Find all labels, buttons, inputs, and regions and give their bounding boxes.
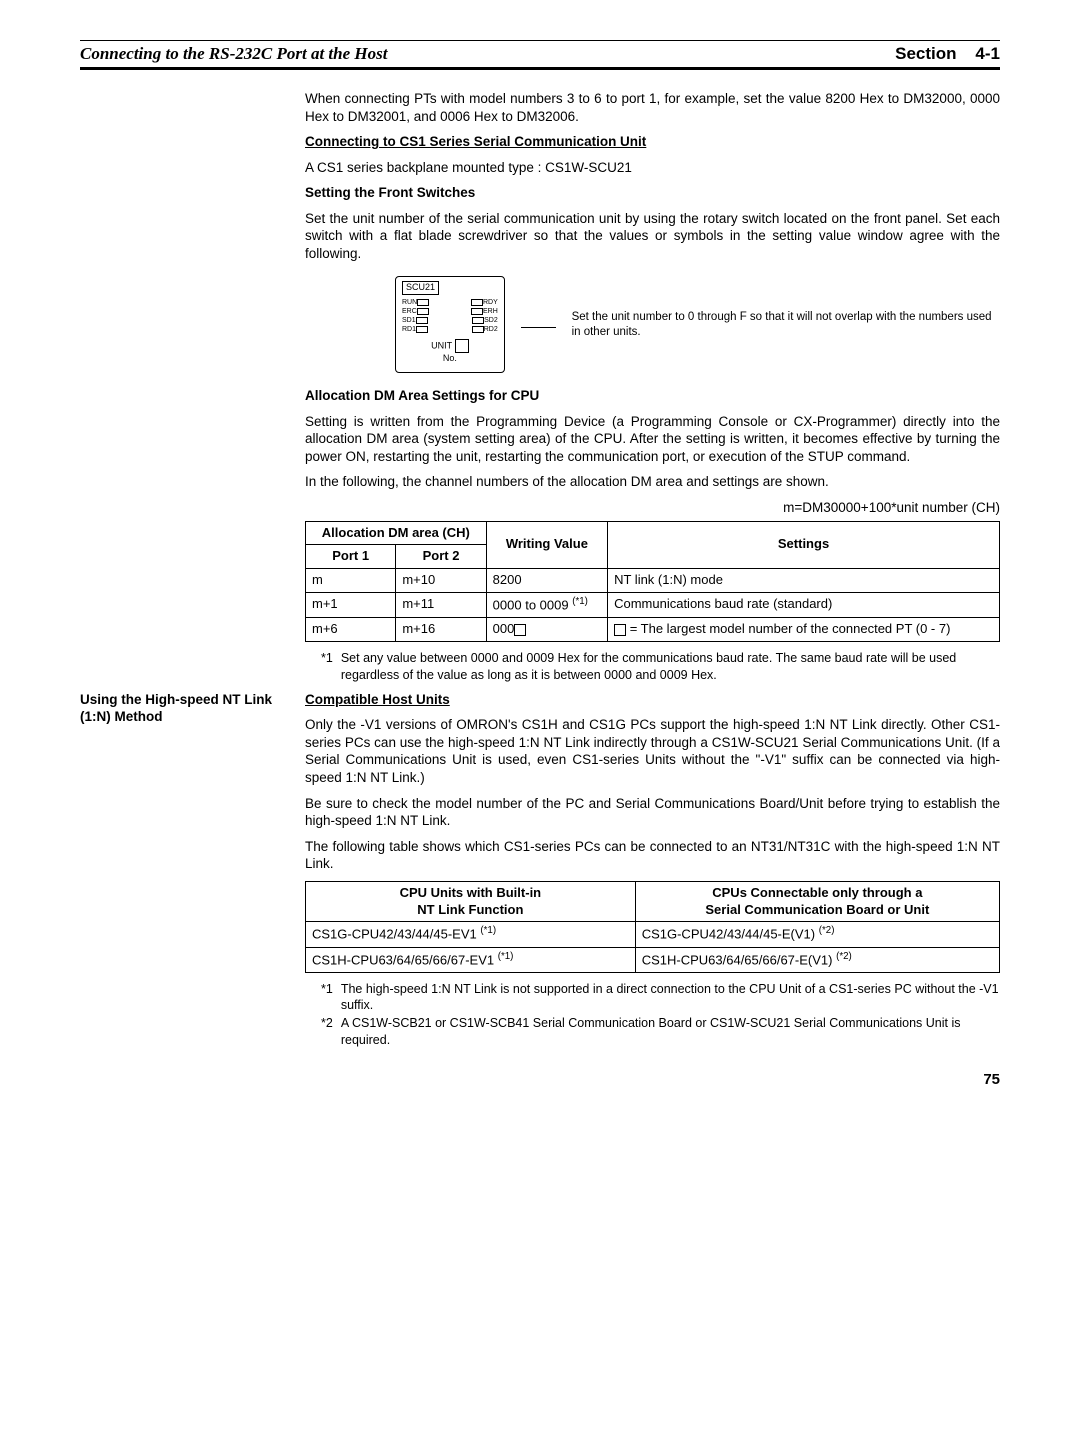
cell: 000 — [486, 618, 607, 642]
cell: CS1G-CPU42/43/44/45-EV1 (*1) — [306, 922, 636, 947]
table-row: CS1H-CPU63/64/65/66/67-EV1 (*1) CS1H-CPU… — [306, 947, 1000, 972]
compat-p3: The following table shows which CS1-seri… — [305, 838, 1000, 873]
front-switches-body: Set the unit number of the serial commun… — [305, 210, 1000, 263]
unit-diagram: SCU21 RUN RDY ERC ERH SD1 SD2 RD1 RD2 UNIT N… — [395, 276, 1000, 373]
unit-label-bottom: No. — [443, 353, 457, 363]
led-rdy: RDY — [483, 299, 498, 306]
th-builtin: CPU Units with Built-inNT Link Function — [306, 881, 636, 922]
fn-body: Set any value between 0000 and 0009 Hex … — [341, 650, 1000, 683]
section-label: Section — [895, 44, 956, 63]
th-serialboard: CPUs Connectable only through aSerial Co… — [635, 881, 999, 922]
diagram-note: Set the unit number to 0 through F so th… — [572, 310, 1000, 339]
cell: m+11 — [396, 593, 486, 618]
dm-formula: m=DM30000+100*unit number (CH) — [305, 499, 1000, 517]
cell: NT link (1:N) mode — [608, 569, 1000, 593]
led-run: RUN — [402, 299, 417, 306]
cell: 8200 — [486, 569, 607, 593]
table-row: m+6 m+16 000 = The largest model number … — [306, 618, 1000, 642]
compat-p1: Only the -V1 versions of OMRON's CS1H an… — [305, 716, 1000, 786]
fn-num: *1 — [321, 650, 333, 683]
cell: m — [306, 569, 396, 593]
rotary-dial-icon — [455, 339, 469, 353]
connector-line — [521, 327, 556, 328]
page-number: 75 — [80, 1070, 1000, 1090]
table-row: CS1G-CPU42/43/44/45-EV1 (*1) CS1G-CPU42/… — [306, 922, 1000, 947]
fn-body: The high-speed 1:N NT Link is not suppor… — [341, 981, 1000, 1014]
section-number: 4-1 — [975, 44, 1000, 63]
led-erc: ERC — [402, 308, 417, 315]
table-row: m+1 m+11 0000 to 0009 (*1) Communication… — [306, 593, 1000, 618]
heading-front-switches: Setting the Front Switches — [305, 184, 1000, 202]
scu21-box: SCU21 RUN RDY ERC ERH SD1 SD2 RD1 RD2 UNIT N… — [395, 276, 505, 373]
compatible-cpu-table: CPU Units with Built-inNT Link Function … — [305, 881, 1000, 973]
led-rd2: RD2 — [484, 326, 498, 333]
table2-footnotes: *1 The high-speed 1:N NT Link is not sup… — [321, 981, 1000, 1048]
intro-paragraph: When connecting PTs with model numbers 3… — [305, 90, 1000, 125]
header-title-right: Section 4-1 — [895, 43, 1000, 65]
header-title-left: Connecting to the RS-232C Port at the Ho… — [80, 43, 387, 65]
th-writing: Writing Value — [486, 521, 607, 569]
placeholder-box-icon — [514, 624, 526, 636]
side-heading-highspeed: Using the High-speed NT Link (1:N) Metho… — [80, 691, 305, 1050]
heading-compatible-hosts: Compatible Host Units — [305, 692, 450, 707]
alloc-dm-p2: In the following, the channel numbers of… — [305, 473, 1000, 491]
led-sd1: SD1 — [402, 317, 416, 324]
fn-body: A CS1W-SCB21 or CS1W-SCB41 Serial Commun… — [341, 1015, 1000, 1048]
heading-connecting-unit: Connecting to CS1 Series Serial Communic… — [305, 134, 646, 149]
table1-footnotes: *1 Set any value between 0000 and 0009 H… — [321, 650, 1000, 683]
cell: m+6 — [306, 618, 396, 642]
fn-num: *2 — [321, 1015, 333, 1048]
cell: CS1G-CPU42/43/44/45-E(V1) (*2) — [635, 922, 999, 947]
cell: CS1H-CPU63/64/65/66/67-EV1 (*1) — [306, 947, 636, 972]
table-row: m m+10 8200 NT link (1:N) mode — [306, 569, 1000, 593]
compat-p2: Be sure to check the model number of the… — [305, 795, 1000, 830]
cell: 0000 to 0009 (*1) — [486, 593, 607, 618]
heading-alloc-dm: Allocation DM Area Settings for CPU — [305, 387, 1000, 405]
backplane-text: A CS1 series backplane mounted type : CS… — [305, 159, 1000, 177]
cell: CS1H-CPU63/64/65/66/67-E(V1) (*2) — [635, 947, 999, 972]
led-erh: ERH — [483, 308, 498, 315]
led-rd1: RD1 — [402, 326, 416, 333]
led-sd2: SD2 — [484, 317, 498, 324]
scu21-title: SCU21 — [402, 281, 439, 295]
placeholder-box-icon — [614, 624, 626, 636]
fn-num: *1 — [321, 981, 333, 1014]
cell: m+1 — [306, 593, 396, 618]
cell: Communications baud rate (standard) — [608, 593, 1000, 618]
allocation-dm-table: Allocation DM area (CH) Writing Value Se… — [305, 521, 1000, 643]
alloc-dm-p1: Setting is written from the Programming … — [305, 413, 1000, 466]
unit-label-top: UNIT — [431, 340, 452, 350]
cell: = The largest model number of the connec… — [608, 618, 1000, 642]
cell: m+10 — [396, 569, 486, 593]
th-alloc-dm: Allocation DM area (CH) — [306, 521, 487, 545]
th-port2: Port 2 — [396, 545, 486, 569]
th-port1: Port 1 — [306, 545, 396, 569]
th-settings: Settings — [608, 521, 1000, 569]
cell: m+16 — [396, 618, 486, 642]
page-header: Connecting to the RS-232C Port at the Ho… — [80, 40, 1000, 70]
